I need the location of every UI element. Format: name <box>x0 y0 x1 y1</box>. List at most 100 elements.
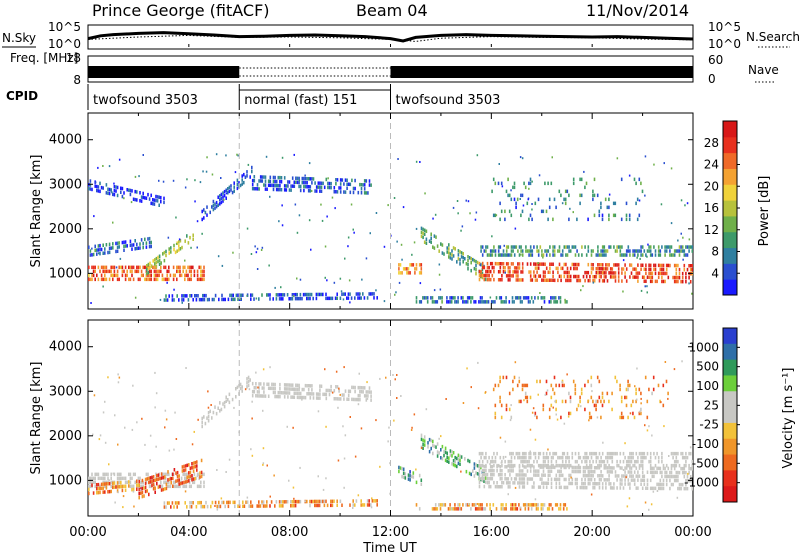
velocity-cell-8 <box>531 477 534 481</box>
velocity-cell-8 <box>683 486 686 491</box>
power-cell-10 <box>688 249 690 253</box>
power-cell-7 <box>398 267 400 271</box>
velocity-cell-8 <box>488 476 490 481</box>
power-cell-3 <box>311 177 313 181</box>
velocity-cell-11 <box>622 415 625 420</box>
velocity-cell-11 <box>640 391 642 396</box>
power-cell-3 <box>363 179 366 183</box>
velocity-cell-9 <box>632 455 634 460</box>
velocity-cell-10 <box>540 507 543 511</box>
power-cell-4 <box>116 245 119 249</box>
velocity-cell-11 <box>590 415 593 420</box>
velocity-cell-5 <box>320 499 322 504</box>
power-cell-9 <box>536 278 538 282</box>
power-cell-12 <box>529 213 532 218</box>
power-cell-9 <box>541 278 543 282</box>
velocity-cell-11 <box>580 387 583 392</box>
velocity-cell-2 <box>132 487 135 492</box>
power-cell-9 <box>536 270 538 274</box>
power-cell-9 <box>589 278 591 283</box>
velocity-cell-0 <box>192 480 194 485</box>
velocity-cell-5 <box>314 503 316 508</box>
power-cell-5 <box>153 198 156 202</box>
velocity-cell-1 <box>144 485 147 490</box>
power-cell-4 <box>97 244 100 248</box>
velocity-cell-9 <box>641 459 644 464</box>
power-cell-9 <box>521 270 524 274</box>
beam-title: Beam 04 <box>356 1 428 20</box>
power-scatter <box>194 200 196 203</box>
power-cell-4 <box>116 249 119 253</box>
power-cell-5 <box>152 202 154 206</box>
power-cell-12 <box>515 201 517 206</box>
power-cell-9 <box>576 278 578 283</box>
velocity-cell-9 <box>653 451 655 456</box>
power-cell-9 <box>501 278 503 282</box>
velocity-cell-3 <box>219 409 221 413</box>
velocity-cell-4 <box>357 397 360 402</box>
power-cell-2 <box>233 181 235 185</box>
velocity-cell-9 <box>643 451 646 456</box>
velocity-scatter <box>563 422 566 425</box>
power-cell-8 <box>464 257 466 261</box>
velocity-cell-7 <box>468 471 471 476</box>
power-cell-9 <box>675 267 678 272</box>
velocity-cell-8 <box>672 474 674 479</box>
velocity-cell-8 <box>493 468 495 473</box>
velocity-cell-9 <box>499 455 502 460</box>
power-cell-9 <box>488 265 490 270</box>
velocity-colorbar-seg-v-7 <box>723 438 737 456</box>
velocity-cell-5 <box>310 499 313 504</box>
power-cell-9 <box>648 263 650 267</box>
velocity-cell-10 <box>434 503 437 507</box>
velocity-cell-8 <box>505 477 508 481</box>
velocity-cell-9 <box>627 459 630 464</box>
power-cell-0 <box>144 265 146 270</box>
velocity-cell-8 <box>509 473 511 477</box>
velocity-cell-8 <box>569 481 572 486</box>
power-cell-11 <box>439 296 442 300</box>
velocity-cell-5 <box>256 504 258 508</box>
power-cell-10 <box>638 249 641 253</box>
velocity-cell-2 <box>120 484 122 489</box>
power-cell-3 <box>338 186 340 190</box>
velocity-cell-8 <box>646 470 649 474</box>
velocity-cell-8 <box>686 486 689 491</box>
power-cell-2 <box>211 205 213 209</box>
power-cell-2 <box>243 180 245 185</box>
velocity-cell-0 <box>139 476 141 481</box>
power-cell-3 <box>368 183 371 187</box>
power-cell-8 <box>443 252 445 256</box>
velocity-cell-7 <box>422 446 424 450</box>
power-scatter <box>539 292 541 294</box>
velocity-cell-8 <box>533 485 535 489</box>
power-cell-6 <box>184 294 186 298</box>
velocity-cell-2 <box>96 483 98 487</box>
cpid-mode-2: twofsound 3503 <box>396 93 501 108</box>
velocity-cell-1 <box>200 470 203 475</box>
velocity-cell-1 <box>164 487 166 491</box>
power-cell-3 <box>362 183 364 187</box>
power-cell-10 <box>691 249 693 253</box>
power-scatter <box>232 251 234 254</box>
velocity-cell-9 <box>685 459 687 464</box>
velocity-cell-0 <box>92 476 95 481</box>
velocity-cell-8 <box>565 465 567 470</box>
velocity-cell-9 <box>483 455 486 460</box>
power-cell-10 <box>539 245 542 249</box>
power-cell-3 <box>291 184 294 188</box>
power-cell-4 <box>131 247 133 251</box>
velocity-cell-4 <box>267 382 270 386</box>
velocity-scatter <box>357 494 360 497</box>
velocity-cell-4 <box>287 395 289 399</box>
power-cell-0 <box>145 277 148 282</box>
power-cell-9 <box>545 278 548 282</box>
power-cell-8 <box>432 245 434 249</box>
velocity-cell-4 <box>328 392 331 397</box>
power-cell-9 <box>630 271 633 275</box>
power-cell-2 <box>246 174 248 178</box>
power-cell-9 <box>517 266 519 270</box>
power-cell-8 <box>473 266 476 271</box>
power-scatter <box>670 167 673 170</box>
velocity-cell-8 <box>653 466 655 471</box>
